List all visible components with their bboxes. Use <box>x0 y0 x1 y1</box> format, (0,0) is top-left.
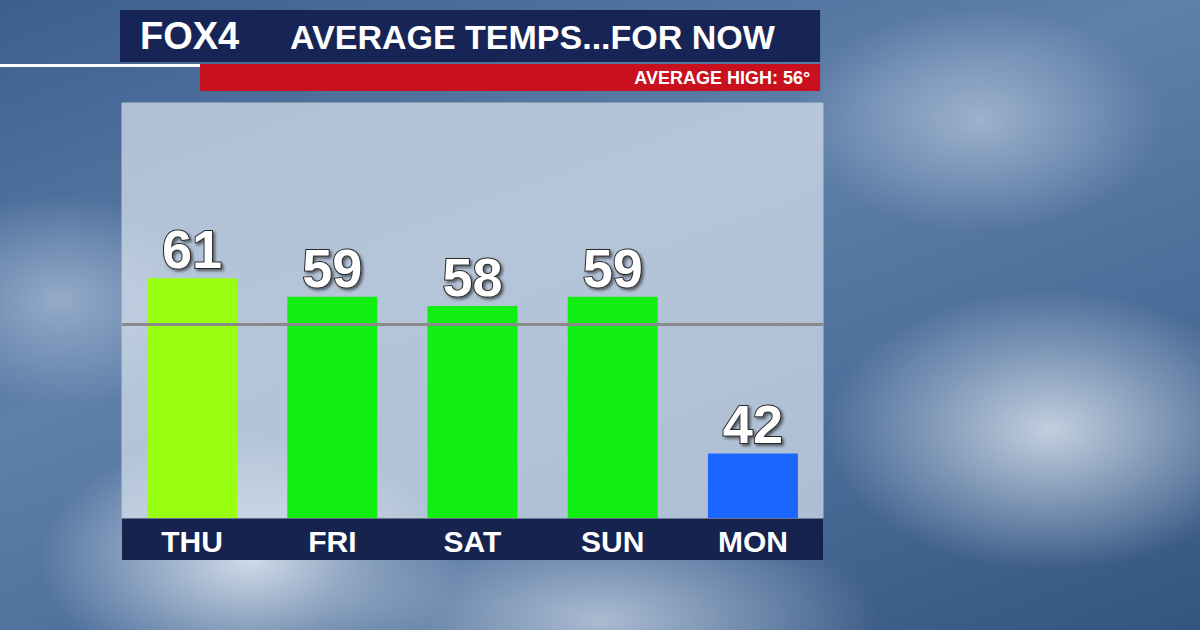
svg-text:61: 61 <box>162 219 222 279</box>
svg-text:58: 58 <box>442 247 502 307</box>
svg-text:59: 59 <box>583 238 643 298</box>
svg-text:AVERAGE HIGH: 56°: AVERAGE HIGH: 56° <box>634 68 810 88</box>
svg-text:FOX4: FOX4 <box>140 15 239 57</box>
svg-text:THU: THU <box>161 525 223 558</box>
svg-text:SUN: SUN <box>581 525 644 558</box>
svg-text:MON: MON <box>718 525 788 558</box>
svg-text:AVERAGE TEMPS...FOR NOW: AVERAGE TEMPS...FOR NOW <box>290 18 776 56</box>
svg-text:SAT: SAT <box>444 525 502 558</box>
svg-text:59: 59 <box>302 238 362 298</box>
svg-text:FRI: FRI <box>308 525 356 558</box>
svg-text:42: 42 <box>723 394 783 454</box>
